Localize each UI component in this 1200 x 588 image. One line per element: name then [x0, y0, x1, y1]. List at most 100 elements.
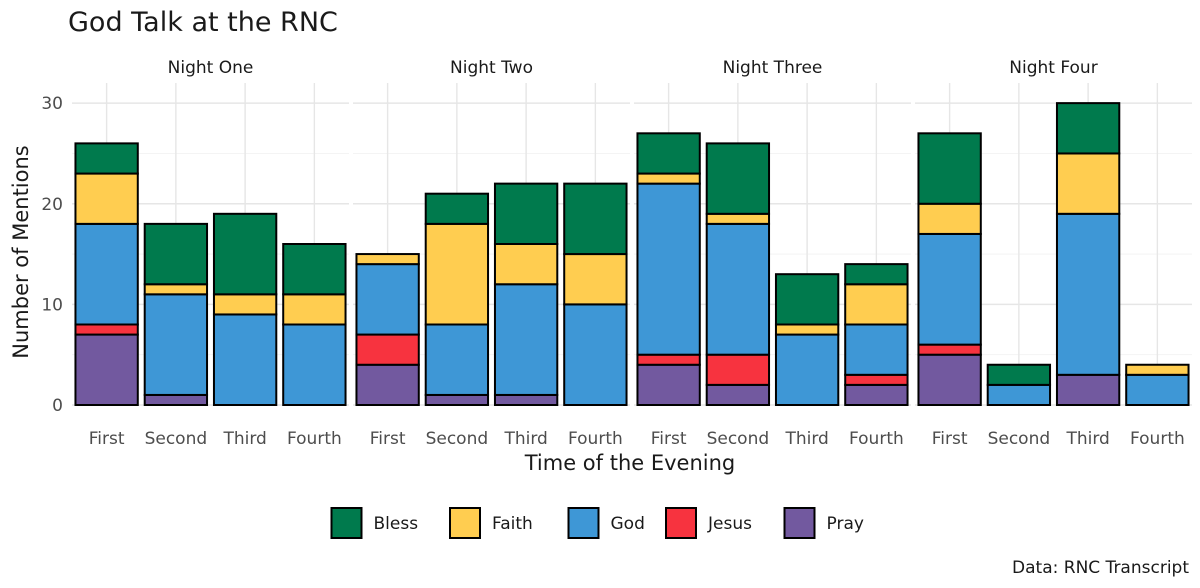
bar-segment-god [355, 263, 420, 336]
bar-segment-faith [212, 293, 278, 316]
bar-segment-pray [844, 383, 909, 406]
facet-label: Night Two [450, 58, 533, 78]
facet-label: Night Four [1009, 58, 1097, 78]
bar-night-four-third [1055, 102, 1121, 406]
bar-segment-faith [1125, 363, 1190, 376]
facet-panels: Night One First Second Third Fourth Night Two… [72, 58, 1192, 449]
x-tick-label: First [651, 429, 687, 449]
bar-segment-bless [986, 363, 1052, 386]
bar-segment-bless [636, 132, 701, 175]
bar-segment-faith [355, 253, 420, 266]
legend: Bless Faith God Jesus Pray [330, 507, 864, 539]
bar-segment-bless [563, 182, 628, 256]
x-tick-label: Second [988, 429, 1051, 449]
bar-segment-faith [636, 172, 701, 185]
bar-night-three-first [636, 132, 701, 406]
legend-key-pray [783, 507, 816, 539]
bar-segment-bless [705, 142, 771, 215]
bar-segment-god [563, 303, 628, 406]
bar-segment-bless [143, 222, 209, 286]
bar-segment-pray [355, 363, 420, 406]
bar-segment-bless [917, 132, 982, 205]
bar-night-one-fourth [282, 243, 347, 406]
facet-night-one: Night One First Second Third Fourth [72, 58, 349, 449]
x-tick-label: Fourth [568, 429, 623, 449]
x-axis-title: Time of the Evening [524, 451, 736, 475]
bar-segment-god [143, 293, 209, 396]
bar-segment-faith [143, 283, 209, 296]
legend-key-jesus [665, 507, 697, 539]
bar-night-four-first [917, 132, 982, 406]
bar-segment-pray [493, 393, 559, 406]
bar-segment-bless [74, 142, 139, 175]
x-tick-label: Third [1065, 429, 1109, 449]
bar-segment-god [705, 222, 771, 356]
legend-item-faith: Faith [449, 507, 533, 539]
x-tick-label: Third [784, 429, 828, 449]
bar-segment-pray [1055, 373, 1121, 406]
bar-segment-bless [844, 263, 909, 286]
x-tick-label: Fourth [287, 429, 342, 449]
bar-night-three-second [705, 142, 771, 406]
legend-label: Pray [827, 514, 864, 534]
legend-key-god [567, 507, 600, 539]
bar-segment-jesus [636, 353, 701, 366]
bar-segment-faith [74, 172, 139, 225]
legend-item-pray: Pray [783, 507, 864, 539]
bar-segment-bless [774, 273, 840, 326]
legend-item-jesus: Jesus [665, 507, 752, 539]
bar-segment-bless [282, 243, 347, 296]
bar-night-two-fourth [563, 182, 628, 406]
bar-segment-god [986, 383, 1052, 406]
bar-night-four-second [986, 363, 1052, 406]
x-tick-label: First [932, 429, 968, 449]
facet-label: Night One [168, 58, 254, 78]
bar-segment-bless [493, 182, 559, 245]
bar-segment-pray [636, 363, 701, 406]
legend-label: Jesus [707, 514, 752, 534]
x-tick-label: Second [426, 429, 489, 449]
x-tick-label: Third [503, 429, 547, 449]
facet-night-three: Night Three First Second Third Fourth [634, 58, 911, 449]
bar-segment-faith [917, 202, 982, 235]
legend-key-faith [449, 507, 481, 539]
y-tick-label: 10 [41, 295, 63, 315]
bar-segment-jesus [705, 353, 771, 386]
bar-segment-god [424, 323, 490, 396]
x-tick-label: Fourth [1130, 429, 1185, 449]
bar-segment-faith [563, 253, 628, 306]
legend-label: Faith [492, 514, 533, 534]
bar-segment-pray [74, 333, 139, 406]
bar-segment-faith [705, 212, 771, 225]
bar-night-one-second [143, 222, 209, 406]
bar-segment-jesus [355, 333, 420, 366]
bar-segment-god [636, 182, 701, 356]
legend-item-god: God [567, 507, 645, 539]
caption: Data: RNC Transcript [1012, 558, 1189, 578]
facet-label: Night Three [723, 58, 823, 78]
y-axis-title: Number of Mentions [9, 145, 33, 358]
bar-segment-god [493, 283, 559, 396]
bar-segment-faith [282, 293, 347, 326]
bar-segment-jesus [917, 343, 982, 356]
bar-segment-pray [424, 393, 490, 406]
bar-segment-god [774, 333, 840, 406]
x-tick-label: Third [222, 429, 266, 449]
bar-night-three-fourth [844, 263, 909, 406]
bar-segment-faith [1055, 152, 1121, 215]
bar-segment-bless [424, 192, 490, 225]
bar-segment-god [1125, 373, 1190, 406]
bar-night-one-third [212, 212, 278, 406]
bar-segment-pray [917, 353, 982, 406]
y-tick-label: 30 [41, 94, 63, 114]
bar-night-two-third [493, 182, 559, 406]
bar-night-two-second [424, 192, 490, 406]
x-tick-label: First [89, 429, 125, 449]
bar-segment-jesus [844, 373, 909, 386]
facet-night-two: Night Two First Second Third Fourth [353, 58, 630, 449]
bar-segment-pray [705, 383, 771, 406]
bar-segment-jesus [74, 323, 139, 336]
bar-night-three-third [774, 273, 840, 406]
x-tick-label: Second [707, 429, 770, 449]
